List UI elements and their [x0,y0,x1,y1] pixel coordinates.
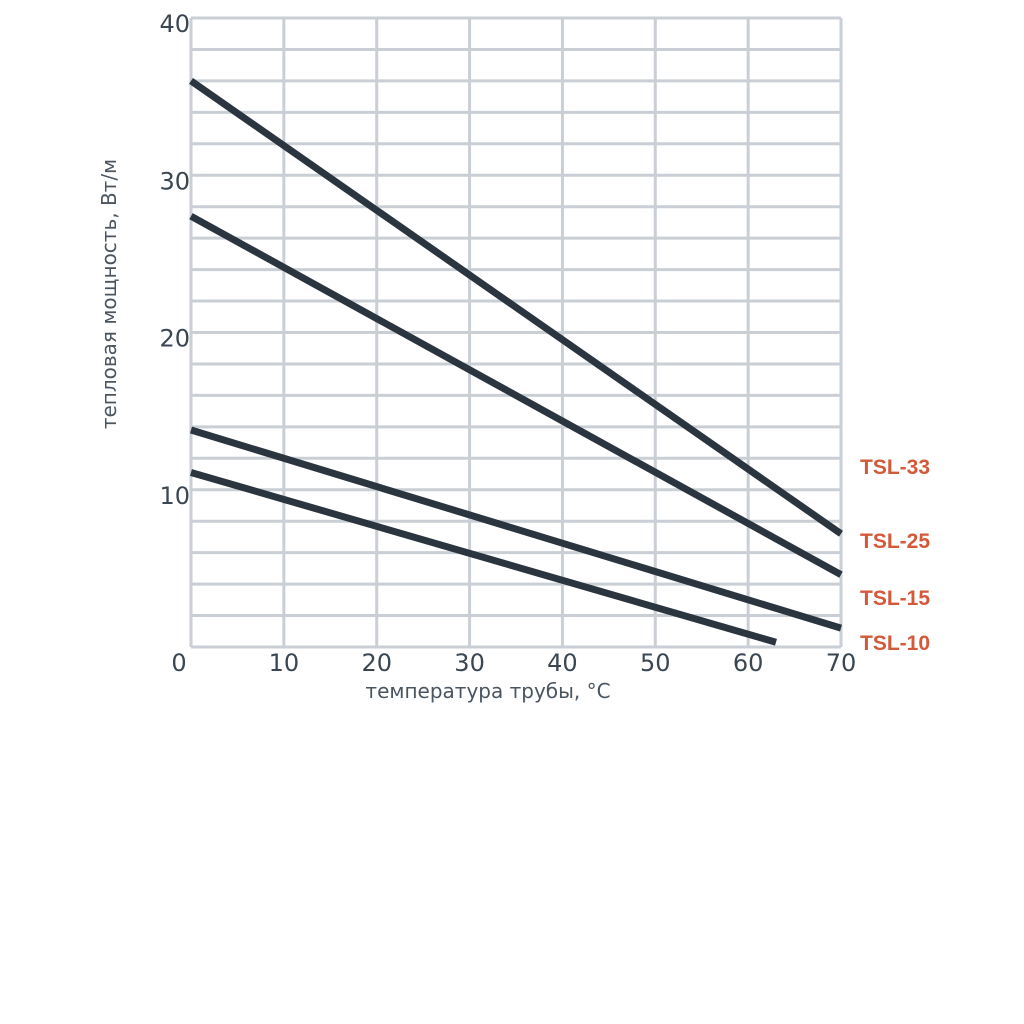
x-tick-label: 60 [733,649,764,677]
series-line [189,426,843,632]
x-tick-label: 0 [171,649,186,677]
y-tick-label: 20 [159,325,190,353]
y-tick-label: 30 [159,167,190,195]
series-labels: TSL-33 TSL-25 TSL-15 TSL-10 [860,456,930,655]
series-label: TSL-15 [860,587,930,610]
x-tick-label: 10 [269,649,300,677]
grid [189,16,843,649]
series-label: TSL-10 [860,632,930,655]
y-axis-label: тепловая мощность, Вт/м [97,159,121,429]
x-tick-label: 20 [361,649,392,677]
series-line [190,469,777,646]
y-axis-ticks: 10 20 30 40 [159,10,190,510]
series-line [189,213,843,578]
series-label: TSL-33 [860,456,930,479]
x-tick-label: 50 [640,649,671,677]
x-axis-ticks: 0 10 20 30 40 50 60 70 [171,649,856,677]
x-tick-label: 30 [454,649,485,677]
x-axis-label: температура трубы, °C [365,679,610,703]
series-lines [188,78,844,646]
x-tick-label: 70 [826,649,857,677]
x-tick-label: 40 [547,649,578,677]
y-tick-label: 40 [159,10,190,38]
series-label: TSL-25 [860,530,930,553]
series-line [188,78,844,537]
y-tick-label: 10 [159,482,190,510]
